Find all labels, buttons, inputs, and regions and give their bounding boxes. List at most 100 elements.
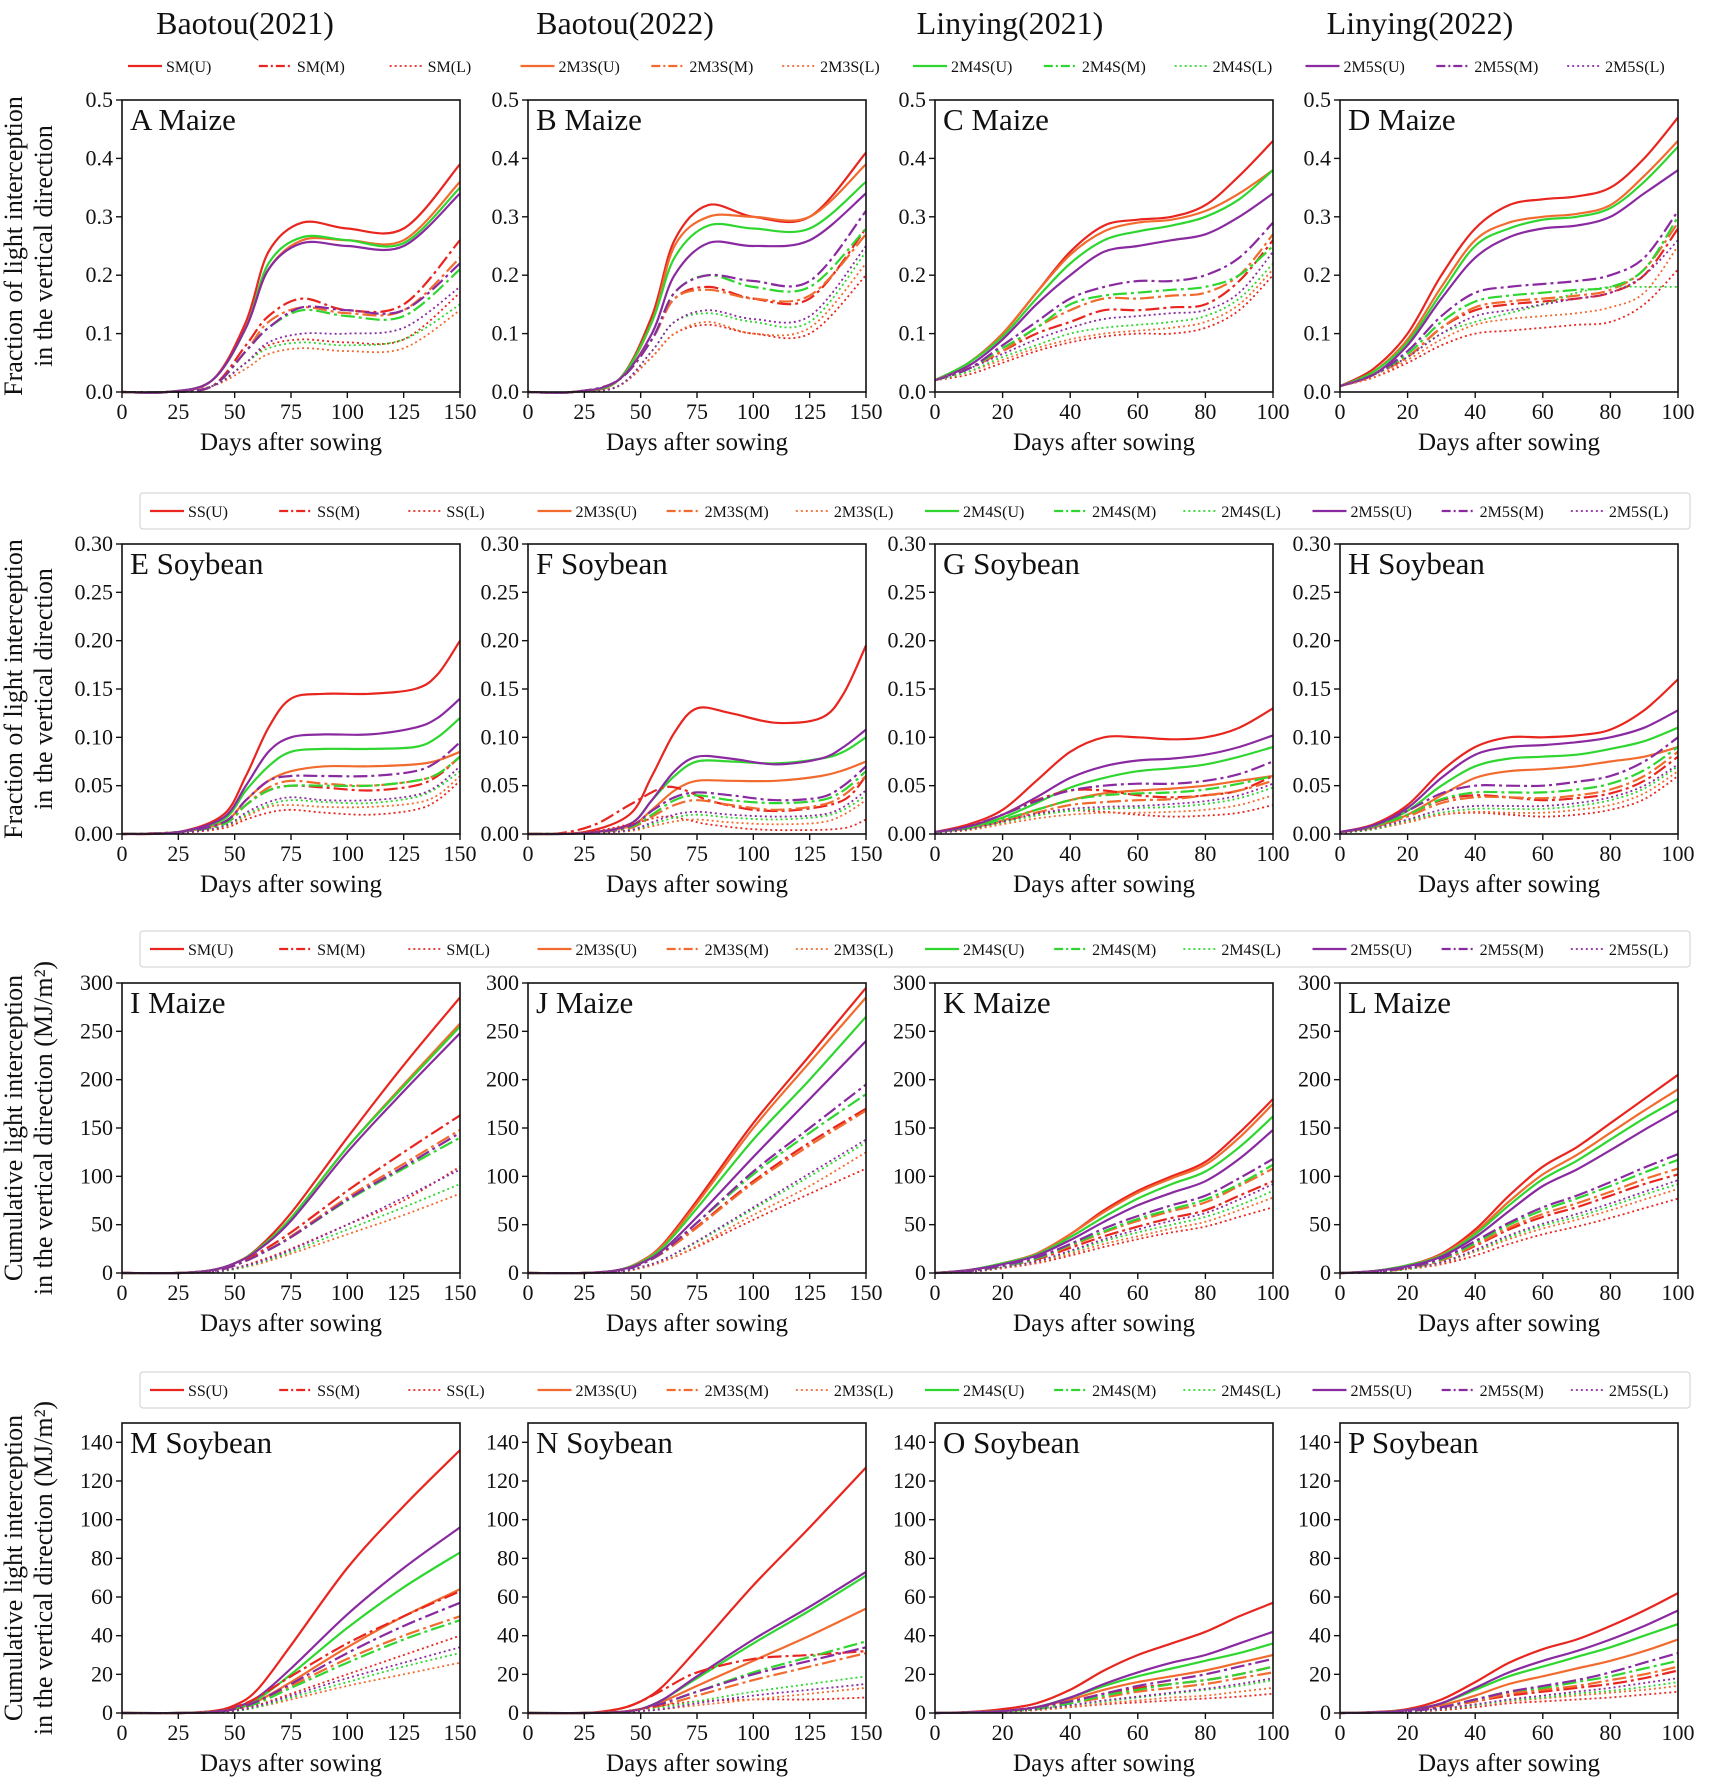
x-tick-label: 20: [1397, 841, 1419, 866]
legend-label: 2M5S(L): [1609, 504, 1669, 521]
legend-label: 2M3S(L): [834, 942, 894, 959]
series-line: [527, 1683, 867, 1714]
panel-title: P Soybean: [1348, 1425, 1479, 1460]
y-tick-label: 80: [1309, 1545, 1331, 1570]
legend-label: 2M3S(M): [705, 1383, 769, 1400]
y-tick-label: 0.05: [888, 773, 927, 798]
legend-frame: [139, 1371, 1691, 1409]
x-tick-label: 50: [224, 1720, 246, 1745]
x-axis-label: Days after sowing: [1418, 429, 1600, 456]
x-tick-label: 100: [1257, 1720, 1290, 1745]
y-tick-label: 0.3: [492, 204, 520, 229]
y-tick-label: 0.15: [1293, 676, 1332, 701]
series-line: [934, 1687, 1274, 1714]
x-tick-label: 60: [1127, 399, 1149, 424]
series-line: [527, 245, 867, 394]
series-line: [1339, 116, 1679, 388]
x-axis-label: Days after sowing: [200, 429, 382, 456]
series-line: [527, 1107, 867, 1275]
legend-label: 2M5S(U): [1351, 504, 1412, 521]
series-line: [121, 640, 461, 836]
series-line: [121, 755, 461, 836]
legend-label: 2M3S(L): [834, 1383, 894, 1400]
legend-label: SS(L): [446, 1383, 484, 1400]
legend-label: SM(M): [297, 59, 345, 76]
y-axis-label: in the vertical direction (MJ/m²): [29, 1401, 58, 1735]
x-tick-label: 100: [737, 399, 770, 424]
y-tick-label: 0.5: [492, 87, 520, 112]
series-line: [1339, 169, 1679, 388]
y-tick-label: 0.3: [86, 204, 114, 229]
x-tick-label: 0: [1335, 1720, 1346, 1745]
x-tick-label: 20: [1397, 1280, 1419, 1305]
y-tick-label: 120: [80, 1468, 113, 1493]
series-line: [1339, 268, 1679, 388]
y-tick-label: 200: [893, 1067, 926, 1092]
legend-label: SM(L): [428, 59, 472, 76]
series-line: [1339, 1167, 1679, 1275]
y-tick-label: 300: [486, 970, 519, 995]
x-tick-label: 0: [117, 1720, 128, 1745]
legend-label: SM(L): [446, 942, 490, 959]
y-tick-label: 0.1: [492, 321, 520, 346]
x-tick-label: 75: [280, 1720, 302, 1745]
series-line: [121, 181, 461, 394]
series-line: [1339, 1690, 1679, 1714]
y-tick-label: 120: [893, 1468, 926, 1493]
series-line: [934, 233, 1274, 382]
x-axis-label: Days after sowing: [1013, 429, 1195, 456]
legend-label: 2M3S(U): [576, 1383, 637, 1400]
x-tick-label: 100: [331, 1280, 364, 1305]
legend-label: 2M3S(M): [705, 942, 769, 959]
series-line: [527, 1167, 867, 1274]
y-tick-label: 0.25: [75, 579, 114, 604]
series-line: [121, 186, 461, 394]
y-tick-label: 0.00: [481, 821, 520, 846]
panel-title: M Soybean: [130, 1425, 273, 1460]
x-tick-label: 50: [224, 841, 246, 866]
x-tick-label: 100: [331, 399, 364, 424]
x-tick-label: 0: [117, 841, 128, 866]
legend-label: 2M3S(U): [576, 504, 637, 521]
series-line: [121, 1192, 461, 1274]
series-line: [121, 1165, 461, 1274]
x-tick-label: 50: [630, 841, 652, 866]
y-tick-label: 250: [893, 1018, 926, 1043]
y-tick-label: 0.3: [1304, 204, 1332, 229]
y-tick-label: 0.2: [1304, 262, 1332, 287]
series-line: [934, 794, 1274, 834]
column-title: Baotou(2022): [536, 5, 714, 41]
x-tick-label: 80: [1599, 1720, 1621, 1745]
legend-label: 2M5S(M): [1480, 1383, 1544, 1400]
legend: SS(U) SS(M) SS(L) 2M3S(U) 2M3S(M) 2M3S(L) 2M4S…: [139, 492, 1691, 530]
x-tick-label: 75: [686, 841, 708, 866]
y-tick-label: 0: [1320, 1260, 1331, 1285]
series-line: [934, 1157, 1274, 1275]
y-tick-label: 100: [1298, 1507, 1331, 1532]
y-axis-label: Fraction of light interception: [0, 96, 28, 396]
x-tick-label: 125: [387, 1720, 420, 1745]
y-tick-label: 0.1: [899, 321, 927, 346]
y-tick-label: 0.10: [75, 724, 114, 749]
series-line: [1339, 145, 1679, 388]
x-tick-label: 100: [1662, 1720, 1695, 1745]
series-line: [934, 1677, 1274, 1714]
y-tick-label: 0.30: [75, 531, 114, 556]
series-line: [527, 1151, 867, 1274]
series-line: [1339, 775, 1679, 834]
legend-label: 2M5S(U): [1344, 59, 1405, 76]
legend-label: 2M3S(L): [820, 59, 880, 76]
y-tick-label: 0.20: [1293, 628, 1332, 653]
series-line: [1339, 678, 1679, 834]
x-tick-label: 0: [523, 1720, 534, 1745]
series-line: [121, 1646, 461, 1714]
x-axis-label: Days after sowing: [606, 1750, 788, 1777]
x-tick-label: 20: [1397, 399, 1419, 424]
series-line: [1339, 770, 1679, 834]
y-tick-label: 0.4: [899, 145, 927, 170]
y-tick-label: 0.4: [86, 145, 114, 170]
x-tick-label: 125: [793, 1720, 826, 1745]
series-line: [527, 1138, 867, 1274]
series-line: [121, 1183, 461, 1274]
x-tick-label: 125: [793, 399, 826, 424]
